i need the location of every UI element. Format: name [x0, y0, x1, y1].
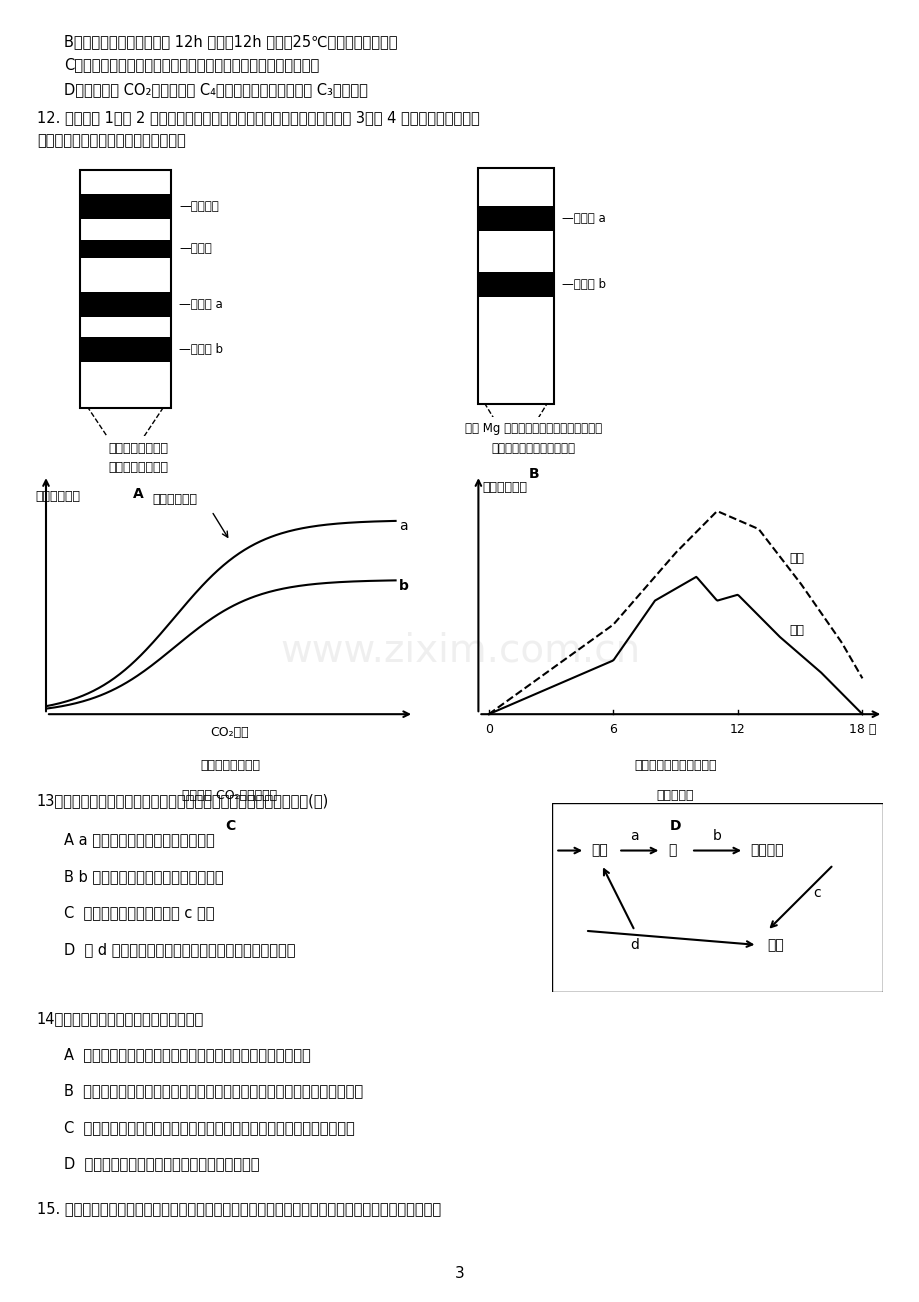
Text: www.zixim.com.cn: www.zixim.com.cn [279, 631, 640, 671]
Text: D  在 d 过程中来自精子和卵细胞的同源染色体联会配对: D 在 d 过程中来自精子和卵细胞的同源染色体联会配对 [64, 941, 296, 957]
Bar [477, 206, 553, 232]
Text: C．光合作用过程中酶的最适温度比呼吸作用过程酶的最适温度低: C．光合作用过程中酶的最适温度比呼吸作用过程酶的最适温度低 [64, 57, 319, 73]
Text: 12: 12 [729, 723, 745, 736]
Text: D．在光照下 CO₂首先转移到 C₄化合物中，然后才转移到 C₃化合物中: D．在光照下 CO₂首先转移到 C₄化合物中，然后才转移到 C₃化合物中 [64, 82, 368, 98]
Text: C  从山脚登上山顶，人体主要是从分解有机物产生乳酸的过程中获得能量: C 从山脚登上山顶，人体主要是从分解有机物产生乳酸的过程中获得能量 [64, 1120, 355, 1135]
Bar [80, 240, 171, 258]
Text: a: a [399, 519, 407, 533]
Text: 在缺 Mg 的营养液中，长期培养的蕃茄叶: 在缺 Mg 的营养液中，长期培养的蕃茄叶 [464, 422, 602, 435]
Text: 晴天: 晴天 [789, 624, 804, 637]
Text: A  水果储藏在完全无氧的环境中，可使有机物的消耗降到最低: A 水果储藏在完全无氧的环境中，可使有机物的消耗降到最低 [64, 1047, 311, 1062]
Text: —胡萝卜素: —胡萝卜素 [179, 201, 219, 214]
Text: —叶绿素 b: —叶绿素 b [179, 342, 223, 355]
Text: 光合作用强度: 光合作用强度 [35, 490, 80, 503]
Text: 3: 3 [455, 1266, 464, 1281]
Text: 18 时: 18 时 [848, 723, 875, 736]
Text: b: b [399, 579, 409, 592]
Text: 配子: 配子 [766, 937, 783, 952]
Text: A a 过程需要的营养物质由子叶提供: A a 过程需要的营养物质由子叶提供 [64, 832, 215, 848]
Text: 0: 0 [484, 723, 493, 736]
Text: 12. 图中，图 1、图 2 为不同材料叶绿体中色素的层析结果（示意图），图 3、图 4 为不同条件下水稻光: 12. 图中，图 1、图 2 为不同材料叶绿体中色素的层析结果（示意图），图 3… [37, 109, 479, 125]
Text: B．若恒温条件下天天交替 12h 光照、12h 黑暗，25℃时积累有机物最多: B．若恒温条件下天天交替 12h 光照、12h 黑暗，25℃时积累有机物最多 [64, 34, 398, 49]
Text: C  基因重组过程可以发生在 c 过程: C 基因重组过程可以发生在 c 过程 [64, 905, 215, 921]
Text: 胚: 胚 [667, 844, 675, 858]
Text: 13．右图是自然界中豌豆的生殖周期示意图，下列有关叙述正确的是(　): 13．右图是自然界中豌豆的生殖周期示意图，下列有关叙述正确的是( ) [37, 793, 329, 809]
Text: B  用玉米经酵母菌发酵产生酒精来代替汽油，主要利用了酵母菌的无氧呼吸: B 用玉米经酵母菌发酵产生酒精来代替汽油，主要利用了酵母菌的无氧呼吸 [64, 1083, 363, 1099]
Text: —叶绿素 b: —叶绿素 b [561, 279, 605, 292]
Text: 阴天: 阴天 [789, 552, 804, 565]
Text: 强度的变化: 强度的变化 [656, 789, 694, 802]
Bar [80, 171, 171, 408]
Text: 较高光照强度: 较高光照强度 [153, 492, 197, 505]
Text: CO₂含量: CO₂含量 [210, 727, 249, 740]
Text: 15. 番茄种子萌发露出俩片子叶，生长出第一片新叶，这时子叶仍具有生理功能。对一批长出第一片新: 15. 番茄种子萌发露出俩片子叶，生长出第一片新叶，这时子叶仍具有生理功能。对一… [37, 1200, 440, 1216]
Text: —叶绿素 a: —叶绿素 a [179, 298, 223, 311]
Text: C: C [224, 819, 235, 833]
Text: —叶黄素: —叶黄素 [179, 242, 212, 255]
Text: B b 过程中有机物的重量一直持续增加: B b 过程中有机物的重量一直持续增加 [64, 868, 224, 884]
Bar [477, 168, 553, 404]
Text: a: a [630, 829, 639, 844]
Text: 与空气中 CO₂含量的关系: 与空气中 CO₂含量的关系 [182, 789, 278, 802]
Bar [477, 272, 553, 297]
Text: B: B [528, 467, 539, 482]
Text: b: b [712, 829, 721, 844]
Text: 合作用强度的变化曲线，其中正确的是: 合作用强度的变化曲线，其中正确的是 [37, 133, 186, 148]
Bar [80, 337, 171, 362]
Text: D: D [669, 819, 681, 833]
Bar [80, 292, 171, 318]
Text: 14．关于细胞呼吸的叙述正确的是（　）: 14．关于细胞呼吸的叙述正确的是（ ） [37, 1010, 204, 1026]
Text: c: c [812, 885, 820, 900]
Text: 光合作用强度: 光合作用强度 [482, 482, 527, 495]
Text: 菠菜叶片的叶绿体: 菠菜叶片的叶绿体 [108, 441, 168, 454]
Text: d: d [630, 937, 639, 952]
Text: A: A [132, 487, 143, 500]
Text: 中色素的层析结果: 中色素的层析结果 [108, 461, 168, 474]
Text: 水稻光合作用强度: 水稻光合作用强度 [199, 759, 260, 772]
Text: 成熟植株: 成熟植株 [750, 844, 783, 858]
Text: 6: 6 [608, 723, 617, 736]
Bar [80, 194, 171, 219]
Text: 合子: 合子 [591, 844, 607, 858]
Text: 片叶绿体中色素的层析结果: 片叶绿体中色素的层析结果 [491, 443, 575, 454]
Text: 水稻在夏季白天光合作用: 水稻在夏季白天光合作用 [634, 759, 716, 772]
Text: D  水稻根部主要进行无氧呼吸，以适应缺氧环境: D 水稻根部主要进行无氧呼吸，以适应缺氧环境 [64, 1156, 260, 1172]
Text: —叶绿素 a: —叶绿素 a [561, 212, 605, 225]
